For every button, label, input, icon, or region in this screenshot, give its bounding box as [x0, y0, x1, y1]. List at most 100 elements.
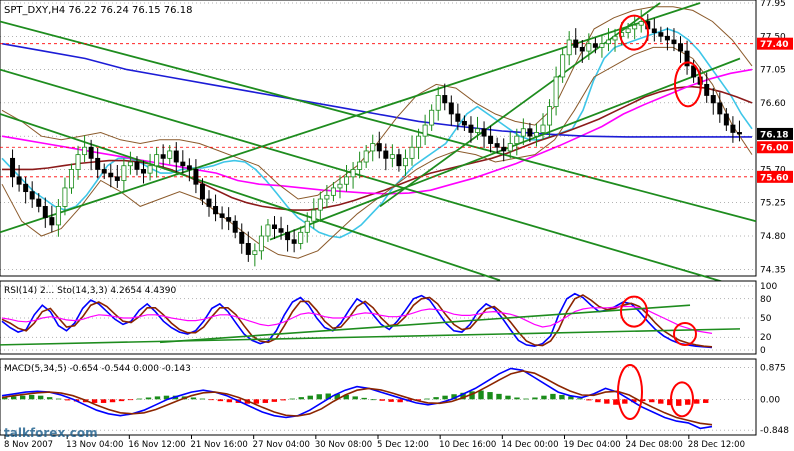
- price-candle-body: [455, 113, 461, 122]
- price-tag-label: 76.00: [760, 144, 788, 154]
- price-candle-body: [245, 243, 251, 255]
- price-y-tick-label: 76.60: [760, 99, 786, 109]
- price-candle-body: [514, 135, 520, 144]
- price-candle-body: [154, 154, 160, 167]
- price-highlights: [619, 14, 702, 108]
- rsi-y-tick-label: 20: [760, 333, 772, 343]
- price-candle-body: [167, 150, 173, 159]
- price-candle-body: [638, 21, 644, 26]
- price-candle-body: [494, 143, 500, 148]
- macd-histogram-bar: [703, 399, 709, 403]
- rsi-trendline: [159, 304, 691, 344]
- price-candle-body: [547, 106, 553, 126]
- price-candle-body: [141, 169, 147, 174]
- macd-y-tick-label: 0.875: [760, 364, 786, 374]
- price-candle-body: [95, 157, 101, 170]
- macd-histogram-bar: [262, 399, 269, 403]
- macd-series: [1, 367, 713, 430]
- price-overlay-moving-average-3: [1, 42, 752, 138]
- price-candle-body: [553, 76, 559, 107]
- price-candle-body: [193, 169, 199, 185]
- macd-histogram-bar: [433, 397, 439, 400]
- macd-histogram-bar: [649, 399, 655, 403]
- macd-histogram-bar: [226, 399, 233, 403]
- price-panel: 77.9577.5077.0576.6076.1575.7075.2574.80…: [0, 0, 793, 293]
- price-candle-body: [271, 224, 277, 230]
- macd-histogram-bar: [577, 398, 583, 400]
- price-candle-body: [298, 231, 304, 244]
- price-candle-body: [357, 161, 363, 170]
- price-candle-body: [160, 154, 166, 159]
- price-candle-body: [304, 220, 310, 233]
- time-axis-label: 27 Nov 04:00: [253, 440, 310, 450]
- price-candle-body: [664, 35, 670, 41]
- macd-histogram-bar: [2, 397, 8, 400]
- macd-histogram-bar: [325, 393, 331, 400]
- time-axis-label: 19 Dec 04:00: [564, 440, 621, 450]
- macd-histogram-bar: [271, 399, 278, 402]
- macd-highlights: [617, 364, 694, 421]
- price-candle-body: [605, 39, 611, 45]
- rsi-y-axis: 100 80 50 20 0: [760, 282, 777, 356]
- macd-histogram-bar: [190, 397, 197, 400]
- price-candle-body: [29, 191, 35, 200]
- macd-histogram-bar: [658, 399, 664, 404]
- price-candle-body: [252, 250, 258, 255]
- macd-histogram-bar: [334, 393, 340, 400]
- price-y-tick-label: 75.70: [760, 165, 786, 175]
- price-candle-body: [442, 95, 448, 104]
- time-axis-label: 16 Nov 12:00: [128, 440, 185, 450]
- macd-histogram-bar: [370, 399, 376, 401]
- rsi-y-tick-label: 100: [760, 282, 777, 292]
- rsi-series-line-1: [1, 294, 713, 348]
- time-axis-label: 5 Dec 12:00: [377, 440, 429, 450]
- price-candle-body: [311, 209, 317, 222]
- price-candle-body: [324, 194, 330, 200]
- price-highlight-circle: [674, 61, 702, 108]
- watermark: talkforex.com: [4, 426, 98, 440]
- macd-histogram-bar: [424, 398, 430, 400]
- macd-histogram-bar: [694, 399, 700, 404]
- macd-panel-title: MACD(5,34,5) -0.654 -0.544 0.000 -0.143: [4, 364, 191, 374]
- macd-histogram-bar: [280, 399, 286, 401]
- rsi-series: [0, 292, 741, 349]
- price-candle-body: [265, 224, 271, 237]
- price-y-tick-label: 74.80: [760, 232, 786, 242]
- price-candles: [10, 9, 742, 267]
- price-candle-body: [507, 143, 513, 152]
- macd-histogram-bar: [622, 399, 628, 404]
- price-y-tick-label: 75.25: [760, 199, 786, 209]
- macd-histogram-bar: [163, 395, 170, 400]
- macd-histogram-bar: [28, 394, 35, 400]
- price-candle-body: [612, 35, 618, 41]
- price-candle-body: [658, 32, 664, 37]
- price-candle-body: [573, 39, 579, 48]
- price-candle-body: [23, 183, 29, 193]
- price-candle-body: [370, 143, 376, 152]
- time-axis: 8 Nov 2007 13 Nov 04:00 16 Nov 12:00 21 Nov…: [4, 435, 745, 450]
- price-candle-body: [121, 165, 127, 181]
- macd-histogram-bar: [586, 399, 592, 401]
- price-candle-body: [114, 176, 120, 181]
- macd-series-line-0: [1, 367, 713, 430]
- macd-y-tick-label: -0.848: [760, 426, 789, 436]
- macd-histogram-bar: [118, 399, 125, 402]
- price-candle-body: [736, 132, 742, 135]
- price-y-tick-label: 77.95: [760, 0, 786, 9]
- macd-histogram-bar: [253, 399, 260, 404]
- price-highlight-circle: [619, 14, 649, 51]
- macd-panel-frame: [0, 358, 757, 436]
- macd-histogram-bar: [361, 397, 367, 400]
- price-candle-body: [68, 169, 74, 189]
- price-candle-body: [350, 169, 356, 178]
- macd-histogram-bar: [442, 395, 448, 400]
- price-candle-body: [527, 128, 533, 137]
- time-axis-label: 13 Nov 04:00: [66, 440, 123, 450]
- price-candle-body: [520, 128, 526, 137]
- macd-histogram-bar: [478, 390, 484, 400]
- rsi-highlight-circle: [673, 322, 697, 346]
- macd-histogram-bar: [667, 399, 673, 406]
- price-candle-body: [206, 198, 212, 207]
- macd-histogram-bar: [388, 399, 394, 402]
